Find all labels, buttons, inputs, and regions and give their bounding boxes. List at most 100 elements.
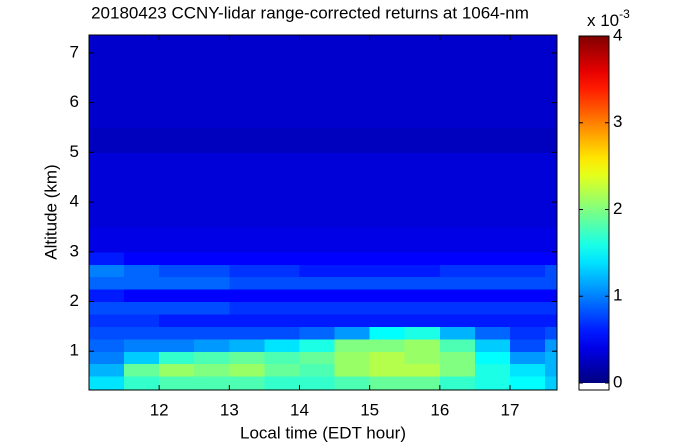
heatmap-cell bbox=[299, 77, 336, 104]
heatmap-cell bbox=[194, 251, 230, 265]
heatmap-cell bbox=[229, 77, 266, 104]
heatmap-cell bbox=[194, 52, 230, 79]
heatmap-cell bbox=[159, 351, 195, 365]
heatmap-cell bbox=[159, 251, 195, 265]
heatmap-cell bbox=[194, 313, 230, 327]
heatmap-cell bbox=[124, 127, 160, 153]
heatmap-cell bbox=[194, 202, 230, 228]
heatmap-cell bbox=[474, 52, 511, 79]
heatmap-cell bbox=[89, 52, 125, 79]
colorbar-tick-label: 2 bbox=[613, 199, 622, 218]
heatmap-cell bbox=[299, 264, 336, 278]
heatmap-cell bbox=[474, 77, 511, 104]
heatmap-cell bbox=[264, 226, 301, 253]
heatmap-cell bbox=[369, 102, 406, 129]
heatmap-cell bbox=[159, 202, 195, 228]
heatmap-cell bbox=[334, 326, 371, 340]
heatmap-cell bbox=[545, 102, 558, 129]
heatmap-cell bbox=[369, 264, 406, 278]
heatmap-cell bbox=[159, 301, 195, 315]
heatmap-cell bbox=[159, 363, 195, 377]
heatmap-cell bbox=[509, 338, 546, 352]
heatmap-cell bbox=[229, 326, 266, 340]
heatmap-cell bbox=[334, 376, 371, 391]
heatmap-cell bbox=[264, 127, 301, 153]
heatmap-cell bbox=[229, 102, 266, 129]
heatmap-cell bbox=[159, 102, 195, 129]
heatmap-cell bbox=[439, 202, 476, 228]
heatmap-cell bbox=[545, 363, 558, 377]
heatmap-cell bbox=[299, 301, 336, 315]
heatmap-cell bbox=[229, 152, 266, 178]
heatmap-cell bbox=[404, 289, 441, 303]
colorbar-tick-label: 1 bbox=[613, 286, 622, 305]
heatmap-cell bbox=[124, 326, 160, 340]
heatmap-cell bbox=[159, 326, 195, 340]
heatmap-cell bbox=[334, 77, 371, 104]
x-tick-label: 13 bbox=[220, 400, 239, 419]
heatmap-cell bbox=[159, 276, 195, 290]
heatmap-cell bbox=[229, 35, 266, 54]
heatmap-cell bbox=[545, 289, 558, 303]
heatmap-cell bbox=[545, 77, 558, 104]
heatmap-cell bbox=[89, 251, 125, 265]
heatmap-cell bbox=[229, 376, 266, 391]
heatmap-cell bbox=[404, 326, 441, 340]
heatmap-cell bbox=[334, 313, 371, 327]
heatmap-cell bbox=[474, 326, 511, 340]
heatmap-cell bbox=[369, 376, 406, 391]
heatmap-cell bbox=[124, 226, 160, 253]
heatmap-cell bbox=[509, 276, 546, 290]
heatmap-cell bbox=[474, 102, 511, 129]
heatmap-cell bbox=[124, 376, 160, 391]
heatmap-cell bbox=[404, 363, 441, 377]
heatmap-cell bbox=[439, 313, 476, 327]
heatmap-cell bbox=[439, 226, 476, 253]
heatmap-cell bbox=[369, 313, 406, 327]
heatmap-cell bbox=[334, 351, 371, 365]
heatmap-cell bbox=[439, 301, 476, 315]
heatmap-cell bbox=[439, 326, 476, 340]
heatmap-cell bbox=[299, 251, 336, 265]
heatmap-cell bbox=[159, 376, 195, 391]
x-tick-label: 17 bbox=[501, 400, 520, 419]
heatmap-cell bbox=[229, 276, 266, 290]
heatmap-cell bbox=[264, 152, 301, 178]
heatmap-cell bbox=[194, 289, 230, 303]
heatmap-cell bbox=[439, 338, 476, 352]
heatmap-cell bbox=[369, 301, 406, 315]
heatmap-cell bbox=[545, 35, 558, 54]
heatmap-cell bbox=[334, 152, 371, 178]
heatmap-cell bbox=[439, 376, 476, 391]
heatmap-cell bbox=[229, 313, 266, 327]
heatmap-cell bbox=[404, 276, 441, 290]
heatmap-cell bbox=[404, 35, 441, 54]
heatmap-cell bbox=[89, 376, 125, 391]
heatmap-cell bbox=[159, 152, 195, 178]
heatmap-cell bbox=[194, 376, 230, 391]
heatmap-cell bbox=[369, 276, 406, 290]
heatmap-cell bbox=[474, 363, 511, 377]
heatmap-cell bbox=[89, 338, 125, 352]
heatmap-cell bbox=[194, 102, 230, 129]
heatmap-cell bbox=[545, 226, 558, 253]
heatmap-cell bbox=[509, 177, 546, 203]
heatmap-cell bbox=[509, 376, 546, 391]
heatmap-cell bbox=[474, 127, 511, 153]
heatmap-cell bbox=[89, 313, 125, 327]
heatmap-cell bbox=[474, 351, 511, 365]
heatmap-cell bbox=[124, 264, 160, 278]
heatmap-cell bbox=[124, 338, 160, 352]
heatmap-cell bbox=[404, 177, 441, 203]
y-tick-label: 1 bbox=[70, 341, 79, 360]
heatmap-cell bbox=[89, 77, 125, 104]
heatmap-cell bbox=[474, 338, 511, 352]
heatmap-cell bbox=[404, 264, 441, 278]
heatmap-cell bbox=[404, 301, 441, 315]
heatmap-cell bbox=[229, 127, 266, 153]
heatmap-cell bbox=[194, 276, 230, 290]
heatmap-cell bbox=[474, 152, 511, 178]
heatmap-cell bbox=[124, 363, 160, 377]
heatmap-cell bbox=[264, 264, 301, 278]
heatmap-cell bbox=[124, 102, 160, 129]
